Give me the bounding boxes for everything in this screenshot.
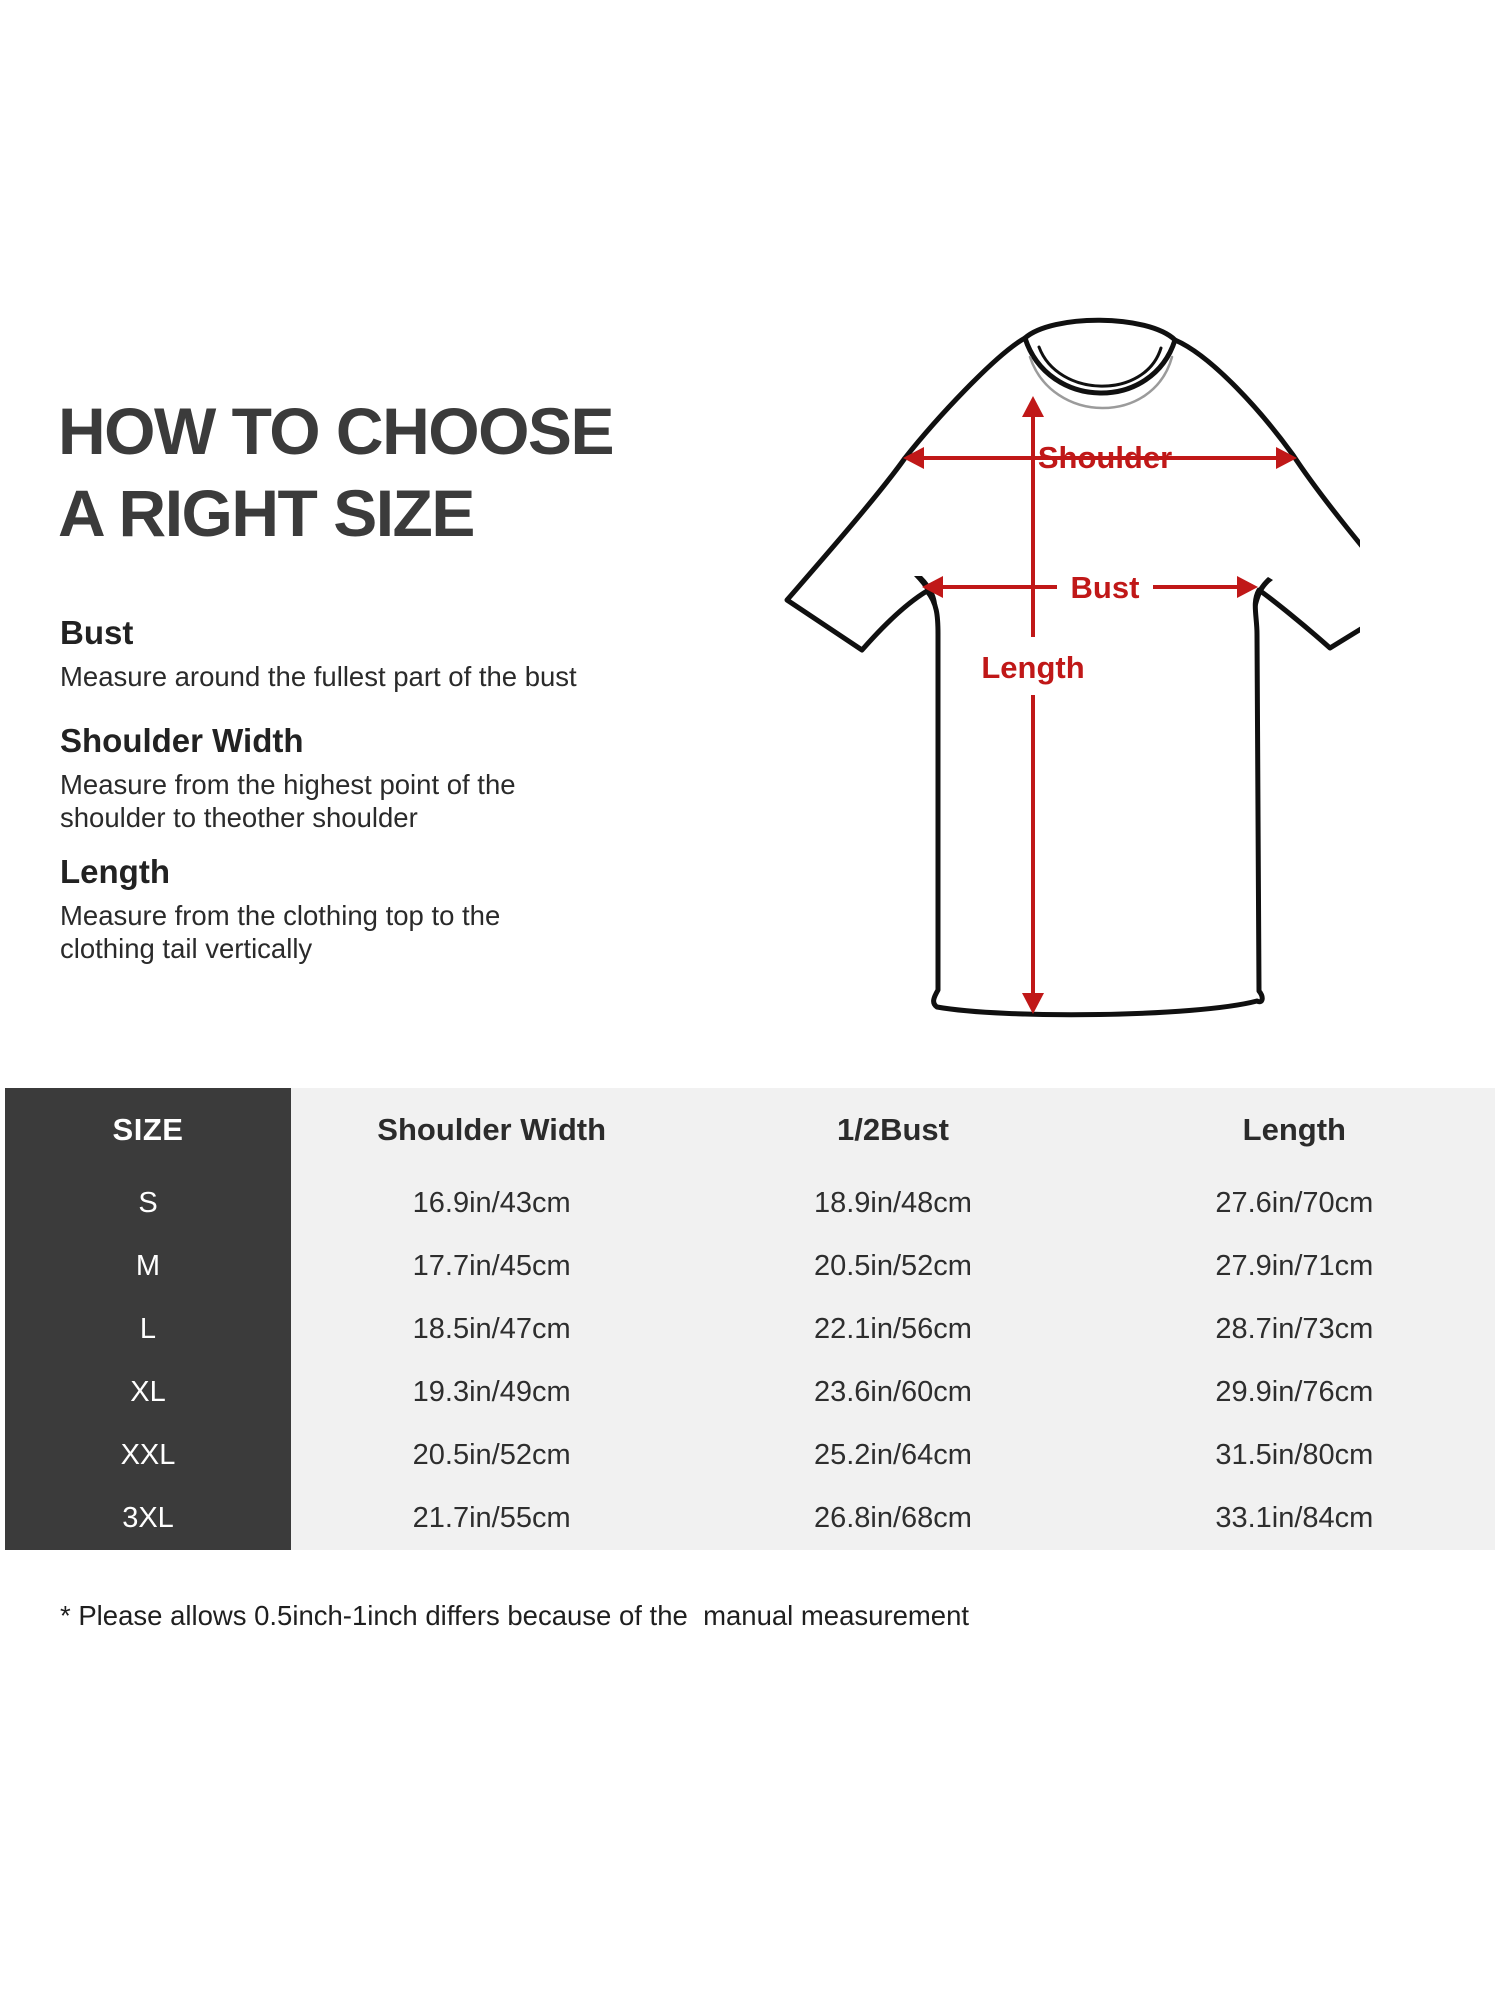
length-cell-xxl: 31.5in/80cm: [1215, 1439, 1374, 1471]
shoulder-arrow: [903, 447, 1297, 469]
instruction-bust-heading: Bust: [60, 614, 134, 651]
length-cell-s: 27.6in/70cm: [1215, 1187, 1374, 1219]
shoulder-cell-l: 18.5in/47cm: [412, 1313, 571, 1345]
bust-cell-m: 20.5in/52cm: [813, 1250, 972, 1282]
instruction-length: Length Measure from the clothing top to …: [60, 853, 620, 965]
instruction-shoulder-line1: Measure from the highest point of the: [60, 769, 516, 800]
length-label: Length: [981, 650, 1084, 685]
bust-cell-l: 22.1in/56cm: [813, 1313, 972, 1345]
size-cell-3xl: 3XL: [5, 1487, 291, 1550]
bust-arrow: [922, 576, 1258, 598]
size-cell-xl: XL: [5, 1361, 291, 1424]
instruction-shoulder-line2: shoulder to theother shoulder: [60, 801, 418, 833]
left-armpit-fold-icon: [914, 576, 938, 615]
shoulder-cell-3xl: 21.7in/55cm: [412, 1502, 571, 1534]
size-cell-l: L: [5, 1298, 291, 1361]
bust-cell-3xl: 26.8in/68cm: [813, 1502, 972, 1534]
page-title: HOW TO CHOOSE A RIGHT SIZE: [58, 390, 614, 554]
shoulder-cell-xl: 19.3in/49cm: [412, 1376, 571, 1408]
tshirt-measurement-diagram: Shoulder Bust Length: [784, 317, 1360, 1018]
size-table-header-bust: 1/2Bust: [837, 1112, 949, 1147]
size-cell-s: S: [5, 1172, 291, 1235]
instruction-length-line1: Measure from the clothing top to the: [60, 900, 501, 931]
length-cell-3xl: 33.1in/84cm: [1215, 1502, 1374, 1534]
bust-cell-s: 18.9in/48cm: [813, 1187, 972, 1219]
shoulder-cell-xxl: 20.5in/52cm: [412, 1439, 571, 1471]
size-table-header-shoulder: Shoulder Width: [377, 1112, 607, 1147]
right-armpit-fold-icon: [1254, 577, 1273, 614]
shoulder-cell-s: 16.9in/43cm: [412, 1187, 571, 1219]
shoulder-label: Shoulder: [1038, 440, 1172, 475]
instruction-shoulder-text: Measure from the highest point of the sh…: [60, 769, 620, 834]
bust-label: Bust: [1071, 570, 1140, 605]
collar-shadow-icon: [1028, 355, 1174, 410]
shoulder-cell-m: 17.7in/45cm: [412, 1250, 571, 1282]
length-cell-l: 28.7in/73cm: [1215, 1313, 1374, 1345]
instruction-length-heading: Length: [60, 853, 170, 890]
collar-inner-icon: [1037, 345, 1163, 388]
size-table-header-length: Length: [1242, 1112, 1346, 1147]
instruction-bust-text: Measure around the fullest part of the b…: [60, 661, 620, 694]
tshirt-outline-icon: [784, 317, 1360, 1018]
page-title-line2: A RIGHT SIZE: [58, 476, 475, 550]
size-cell-m: M: [5, 1235, 291, 1298]
bust-cell-xxl: 25.2in/64cm: [813, 1439, 972, 1471]
size-cell-xxl: XXL: [5, 1424, 291, 1487]
length-cell-xl: 29.9in/76cm: [1215, 1376, 1374, 1408]
instruction-shoulder-heading: Shoulder Width: [60, 722, 304, 759]
measurement-footnote: * Please allows 0.5inch-1inch differs be…: [60, 1600, 970, 1631]
instruction-length-text: Measure from the clothing top to the clo…: [60, 900, 620, 965]
size-table-header-size: SIZE: [5, 1088, 291, 1172]
length-arrow: [1022, 396, 1044, 1014]
instruction-bust-line1: Measure around the fullest part of the b…: [60, 661, 577, 692]
instruction-shoulder-width: Shoulder Width Measure from the highest …: [60, 722, 620, 834]
size-table: SIZE Shoulder Width 1/2Bust Length S 16.…: [5, 1088, 1495, 1550]
page-title-line1: HOW TO CHOOSE: [58, 394, 614, 468]
collar-outer-icon: [1022, 335, 1178, 396]
instruction-bust: Bust Measure around the fullest part of …: [60, 614, 620, 694]
length-cell-m: 27.9in/71cm: [1215, 1250, 1374, 1282]
instruction-length-line2: clothing tail vertically: [60, 932, 313, 964]
bust-cell-xl: 23.6in/60cm: [813, 1376, 972, 1408]
